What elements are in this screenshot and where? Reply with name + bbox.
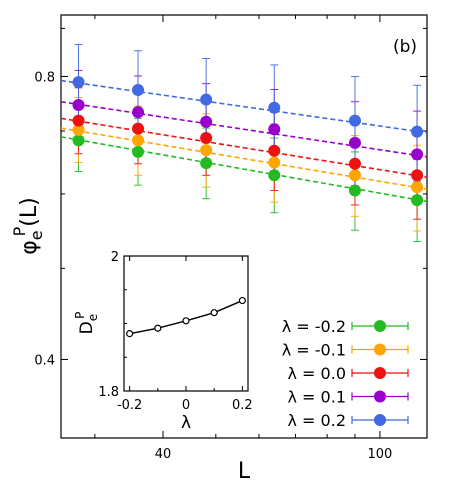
inset-curve [126, 296, 246, 338]
x-tick-label: 40 [155, 447, 172, 462]
y-tick-label: 0.8 [34, 70, 55, 85]
legend-label: λ = 0.2 [288, 411, 347, 430]
data-point [200, 144, 213, 157]
data-point [411, 148, 424, 161]
fit-line [60, 100, 428, 158]
data-point [348, 136, 361, 149]
fit-line [60, 117, 428, 179]
data-point [72, 99, 85, 112]
legend-label: λ = -0.2 [282, 317, 346, 336]
inset-y-tick-label: 1.8 [98, 385, 119, 400]
main-error-bars [74, 44, 422, 242]
data-point [268, 156, 281, 169]
inset-x-tick-label: 0 [182, 398, 190, 413]
data-point [132, 83, 145, 96]
inset-x-tick-label: 0.2 [232, 398, 253, 413]
legend-marker [374, 414, 386, 426]
y-tick-label: 0.4 [34, 353, 55, 368]
y-axis-label-main: φ [17, 240, 42, 255]
x-axis-label: L [238, 459, 251, 480]
data-point [268, 169, 281, 182]
legend-label: λ = 0.0 [288, 364, 347, 383]
data-point [200, 93, 213, 106]
data-point [72, 123, 85, 136]
legend-marker [374, 390, 386, 403]
y-axis-label-suffix: (L) [17, 197, 42, 226]
inset-point [154, 324, 162, 332]
inset-y-axis-label-sup: P [73, 312, 87, 319]
legend-marker [374, 343, 386, 356]
data-point [411, 181, 424, 194]
data-point [200, 157, 213, 170]
inset-point [210, 309, 218, 317]
main-plot-frame [60, 14, 428, 439]
y-axis-label-sup: P [10, 226, 29, 236]
fit-line [60, 127, 428, 190]
data-point [200, 132, 213, 145]
inset-background [112, 250, 268, 400]
inset-point [182, 317, 190, 325]
legend: λ = -0.2 λ = -0.1 λ = 0.0 λ = 0.1 λ = 0.2 [282, 317, 409, 430]
data-point [268, 144, 281, 157]
data-point [348, 157, 361, 170]
inset-x-tick-label: -0.2 [117, 398, 142, 413]
data-point [268, 123, 281, 136]
inset-y-tick-label: 2 [111, 250, 119, 265]
main-data-points [72, 76, 424, 207]
fit-line [60, 136, 428, 203]
data-point [411, 125, 424, 138]
data-point [348, 114, 361, 127]
fit-line [60, 79, 428, 134]
data-point [132, 134, 145, 147]
inset-y-axis-label-main: D [77, 321, 97, 334]
data-point [132, 122, 145, 135]
data-point [72, 76, 85, 89]
y-axis-label: φeP(L) [10, 197, 46, 254]
svg-text:DeP: DeP [73, 312, 100, 335]
data-point [348, 169, 361, 182]
inset-y-axis-label: DeP [73, 312, 100, 335]
main-fit-lines [60, 79, 428, 203]
inset-point [126, 330, 134, 338]
data-point [411, 169, 424, 182]
legend-label: λ = -0.1 [282, 341, 346, 360]
data-point [348, 184, 361, 197]
data-point [72, 114, 85, 127]
data-point [132, 106, 145, 119]
y-axis-label-sub: e [27, 230, 46, 240]
inset-axis-ticks: -0.2 0 0.2 2 1.8 [98, 250, 252, 413]
data-point [411, 194, 424, 207]
data-point [268, 101, 281, 114]
data-point [200, 115, 213, 128]
inset-point [238, 296, 246, 305]
legend-marker [374, 320, 386, 332]
panel-label: (b) [393, 37, 417, 57]
legend-marker [374, 367, 386, 379]
svg-text:φeP(L): φeP(L) [10, 197, 46, 254]
data-point [132, 145, 145, 158]
inset-x-axis-label: λ [181, 413, 191, 433]
main-axis-ticks: 40 100 0.8 0.4 [34, 15, 427, 462]
legend-label: λ = 0.1 [288, 388, 347, 407]
inset-y-axis-label-sub: e [86, 314, 100, 321]
x-tick-label: 100 [368, 447, 393, 462]
data-point [72, 134, 85, 147]
